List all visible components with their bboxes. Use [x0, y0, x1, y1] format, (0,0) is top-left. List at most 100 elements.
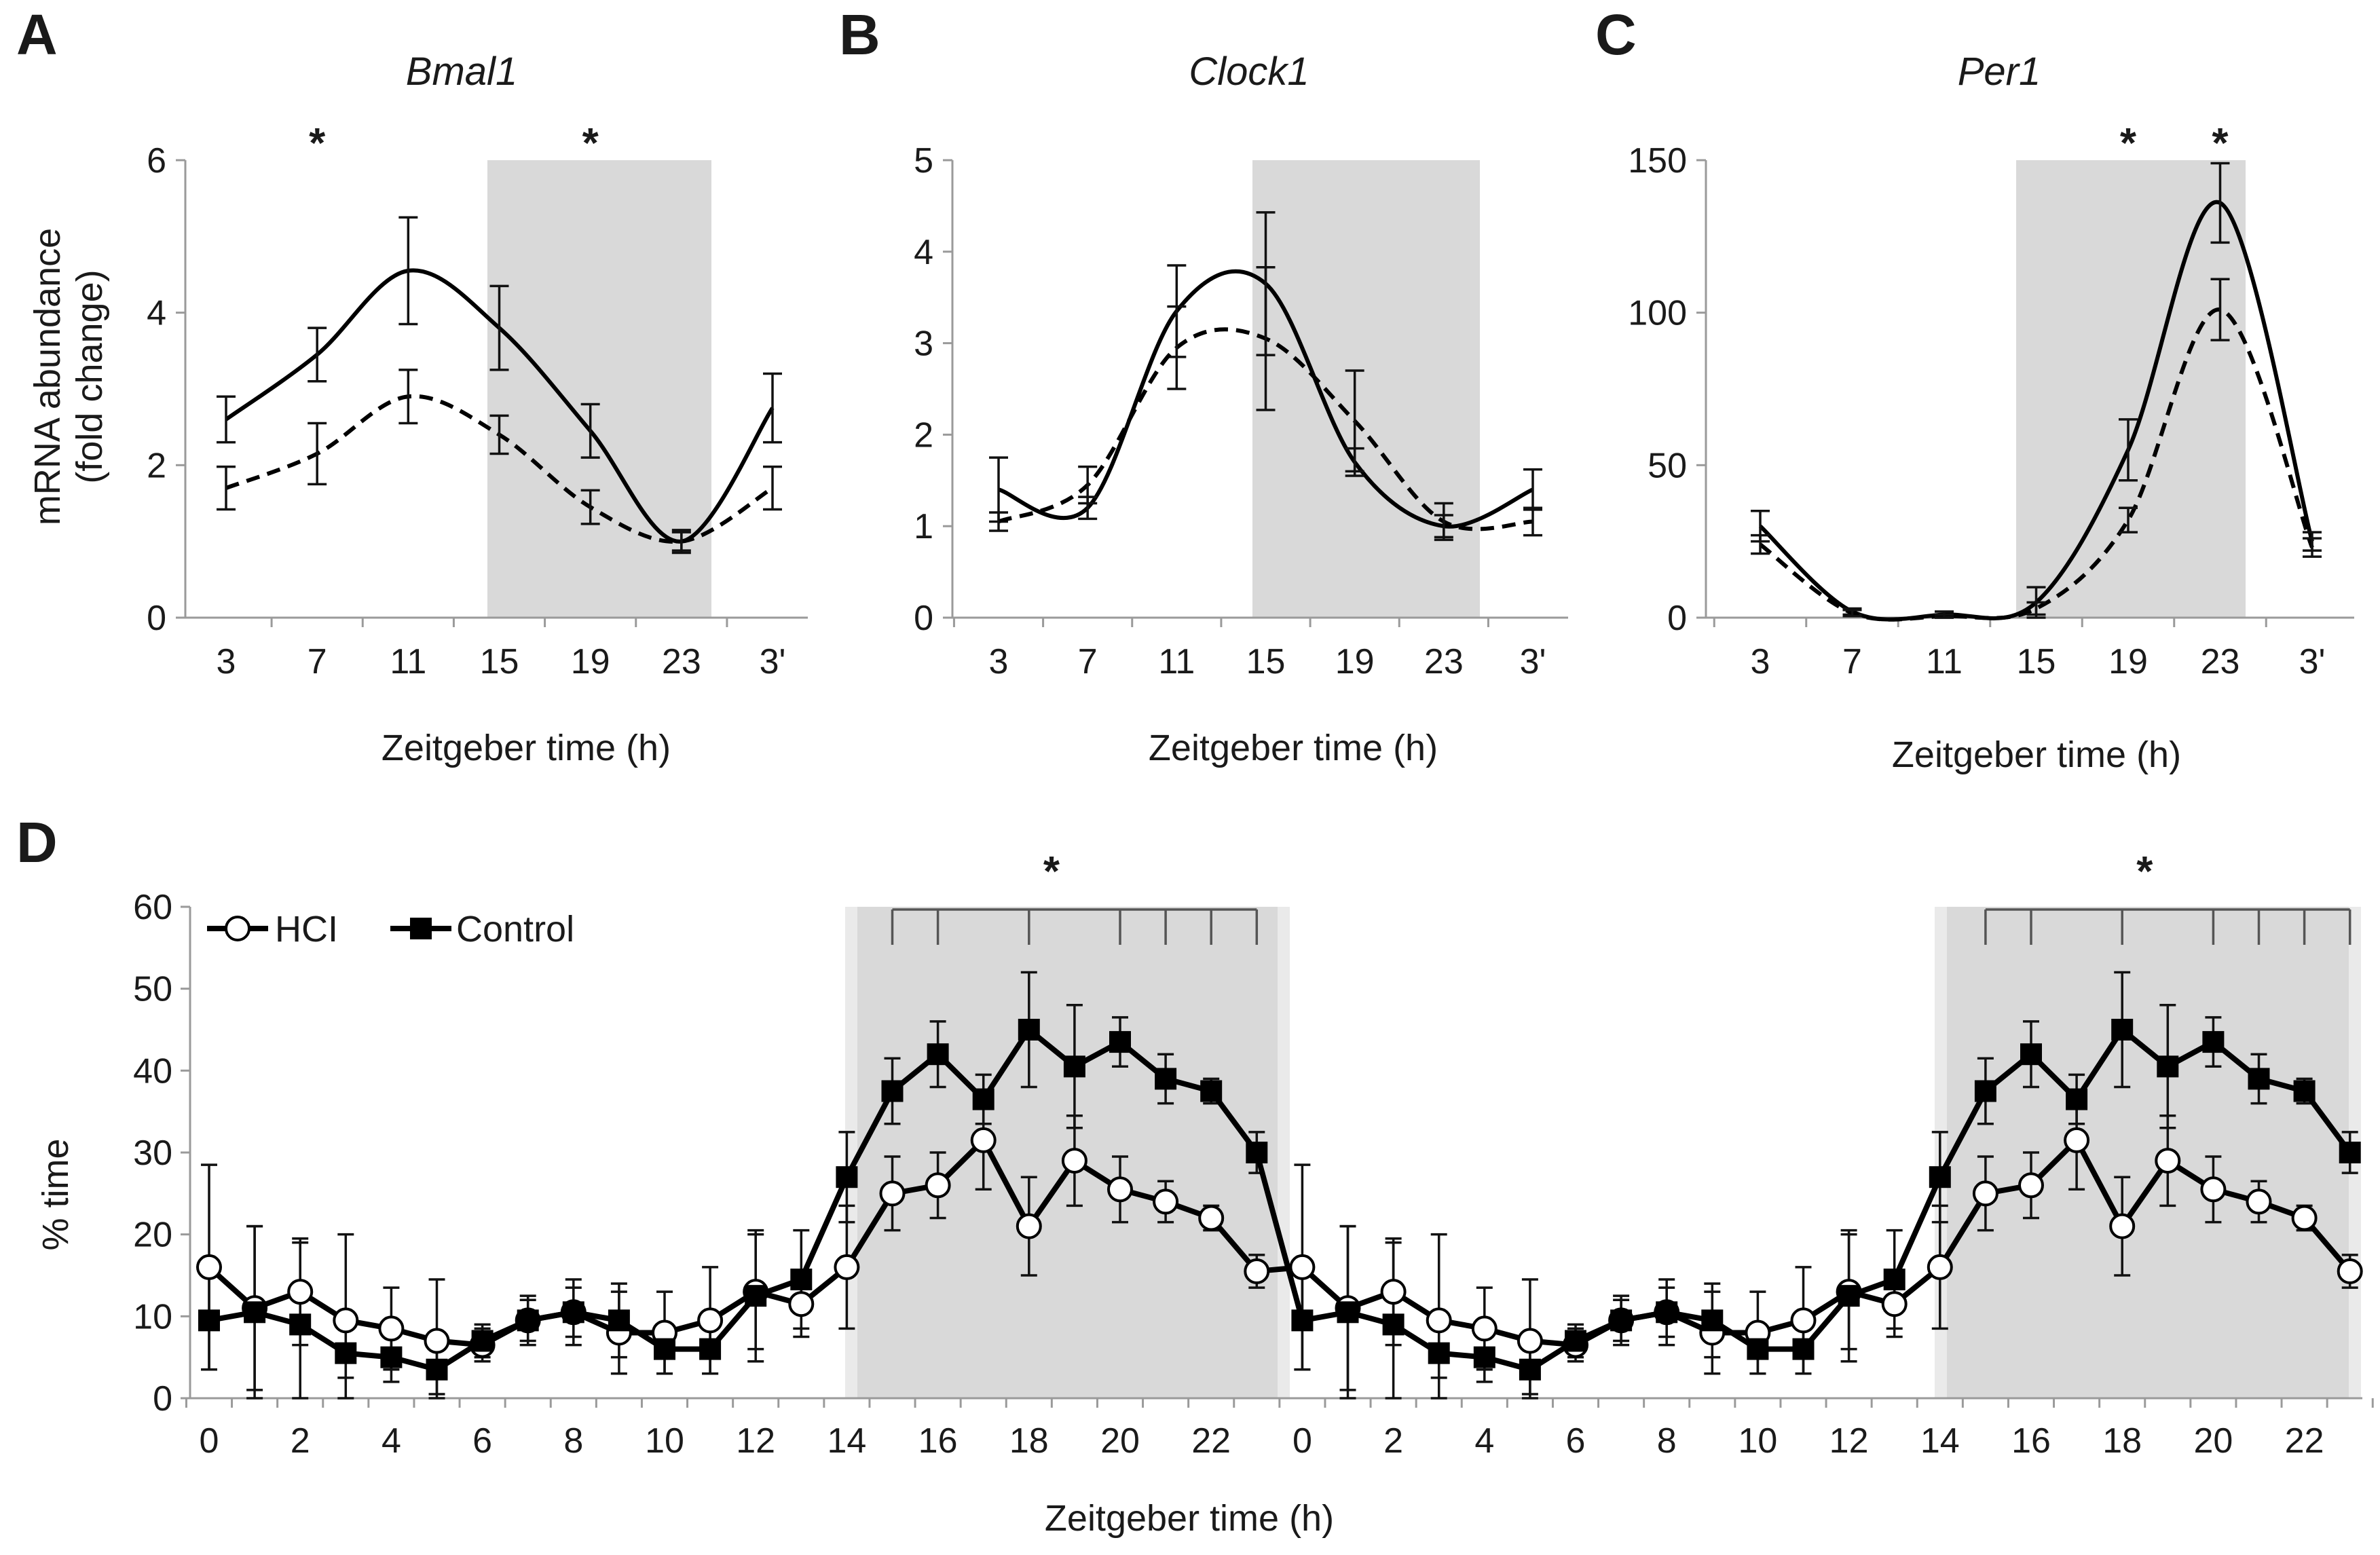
x-tick-label-d: 22	[1191, 1421, 1231, 1461]
data-point-hci	[1426, 1307, 1452, 1334]
data-point-control	[1063, 1055, 1085, 1078]
data-point-control	[1747, 1338, 1769, 1360]
x-tick-label-a: 23	[662, 642, 701, 681]
x-tick-label-b: 7	[1078, 642, 1098, 681]
x-tick-label-a: 19	[571, 642, 610, 681]
data-point-hci	[2018, 1172, 2044, 1199]
data-point-hci	[2155, 1148, 2181, 1174]
data-point-control	[2202, 1031, 2225, 1053]
data-point-control	[2020, 1043, 2042, 1066]
panel-letter-a: A	[16, 3, 58, 67]
data-point-control	[562, 1301, 584, 1324]
y-axis-title-line2: (fold change)	[69, 269, 110, 483]
data-point-control	[1473, 1346, 1495, 1368]
data-point-control	[1838, 1285, 1860, 1307]
legend: HCI Control	[207, 909, 574, 950]
y-tick-label-a: 6	[147, 141, 166, 181]
x-tick-label-d: 10	[1738, 1421, 1777, 1461]
x-tick-label-c: 7	[1842, 642, 1862, 681]
legend-hci-label: HCI	[275, 909, 338, 950]
data-point-hci	[697, 1307, 724, 1334]
x-tick-label-b: 3'	[1520, 642, 1546, 681]
x-tick-label-a: 3'	[760, 642, 786, 681]
y-tick-label-a: 0	[147, 599, 166, 638]
x-tick-label-d: 0	[200, 1421, 219, 1461]
data-point-hci	[1198, 1205, 1225, 1231]
significance-star-c: *	[2212, 120, 2229, 167]
x-tick-label-d: 2	[291, 1421, 310, 1461]
x-tick-label-b: 11	[1158, 642, 1195, 681]
data-point-control	[1291, 1309, 1314, 1332]
data-point-hci	[788, 1291, 815, 1317]
data-point-hci	[1471, 1315, 1498, 1342]
data-point-control	[1337, 1301, 1359, 1324]
y-tick-label-d: 30	[133, 1134, 172, 1173]
x-tick-label-b: 19	[1335, 642, 1375, 681]
data-point-control	[380, 1346, 403, 1368]
data-point-control	[972, 1088, 994, 1110]
data-point-control	[881, 1080, 904, 1102]
data-point-hci	[287, 1279, 314, 1305]
data-point-control	[836, 1166, 858, 1188]
data-point-hci	[2109, 1213, 2136, 1239]
x-tick-label-a: 3	[217, 642, 236, 681]
x-tick-label-d: 8	[1657, 1421, 1677, 1461]
x-tick-label-d: 6	[472, 1421, 492, 1461]
x-tick-label-d: 16	[918, 1421, 958, 1461]
data-point-hci	[1244, 1258, 1270, 1284]
y-tick-label-d: 60	[133, 888, 172, 927]
x-tick-label-a: 15	[480, 642, 519, 681]
y-axis-title-d: % time	[35, 1138, 76, 1250]
data-point-control	[927, 1043, 949, 1066]
x-tick-label-c: 11	[1926, 642, 1963, 681]
x-tick-label-b: 23	[1424, 642, 1464, 681]
data-point-control	[654, 1338, 675, 1360]
data-point-control	[2248, 1068, 2270, 1090]
x-tick-label-d: 20	[1100, 1421, 1140, 1461]
data-point-control	[335, 1342, 357, 1364]
data-point-control	[1974, 1080, 1996, 1102]
legend-control-label: Control	[456, 909, 574, 950]
data-point-control	[1656, 1301, 1678, 1324]
data-point-control	[790, 1269, 813, 1291]
y-tick-label-a: 2	[147, 446, 166, 485]
y-tick-label-b: 5	[914, 141, 933, 181]
significance-star-a: *	[582, 120, 599, 167]
x-tick-label-b: 3	[989, 642, 1009, 681]
panel-title-per1: Per1	[1958, 50, 2041, 94]
x-tick-label-d: 8	[563, 1421, 583, 1461]
panel-title-clock1: Clock1	[1189, 50, 1309, 94]
x-axis-title-c: Zeitgeber time (h)	[1892, 734, 2181, 775]
data-point-hci	[1016, 1213, 1042, 1239]
x-tick-label-d: 18	[2102, 1421, 2142, 1461]
data-point-hci	[1972, 1180, 1998, 1207]
data-point-hci	[1380, 1279, 1407, 1305]
data-point-hci	[424, 1328, 450, 1354]
x-tick-label-a: 7	[308, 642, 327, 681]
y-tick-label-a: 4	[147, 294, 166, 333]
x-tick-label-a: 11	[390, 642, 426, 681]
series-curve-dashed-c	[1759, 307, 2314, 622]
data-point-hci	[1927, 1254, 1953, 1280]
data-point-hci	[970, 1127, 997, 1153]
data-point-control	[1428, 1342, 1450, 1364]
data-point-hci	[2200, 1176, 2227, 1203]
x-tick-label-d: 4	[1474, 1421, 1494, 1461]
dark-phase-shade-b	[1252, 160, 1480, 618]
y-tick-label-b: 0	[914, 599, 933, 638]
data-point-control	[1565, 1330, 1586, 1352]
y-tick-label-b: 4	[914, 233, 933, 272]
data-point-control	[2339, 1142, 2361, 1163]
y-tick-label-d: 0	[153, 1379, 172, 1419]
x-tick-label-d: 14	[1920, 1421, 1960, 1461]
x-tick-label-d: 14	[827, 1421, 866, 1461]
x-tick-label-d: 18	[1009, 1421, 1049, 1461]
data-point-control	[1929, 1166, 1951, 1188]
y-tick-label-c: 50	[1648, 446, 1687, 485]
data-point-hci	[1107, 1176, 1133, 1203]
data-point-hci	[2064, 1127, 2090, 1153]
data-point-hci	[925, 1172, 951, 1199]
x-tick-label-d: 12	[1829, 1421, 1869, 1461]
